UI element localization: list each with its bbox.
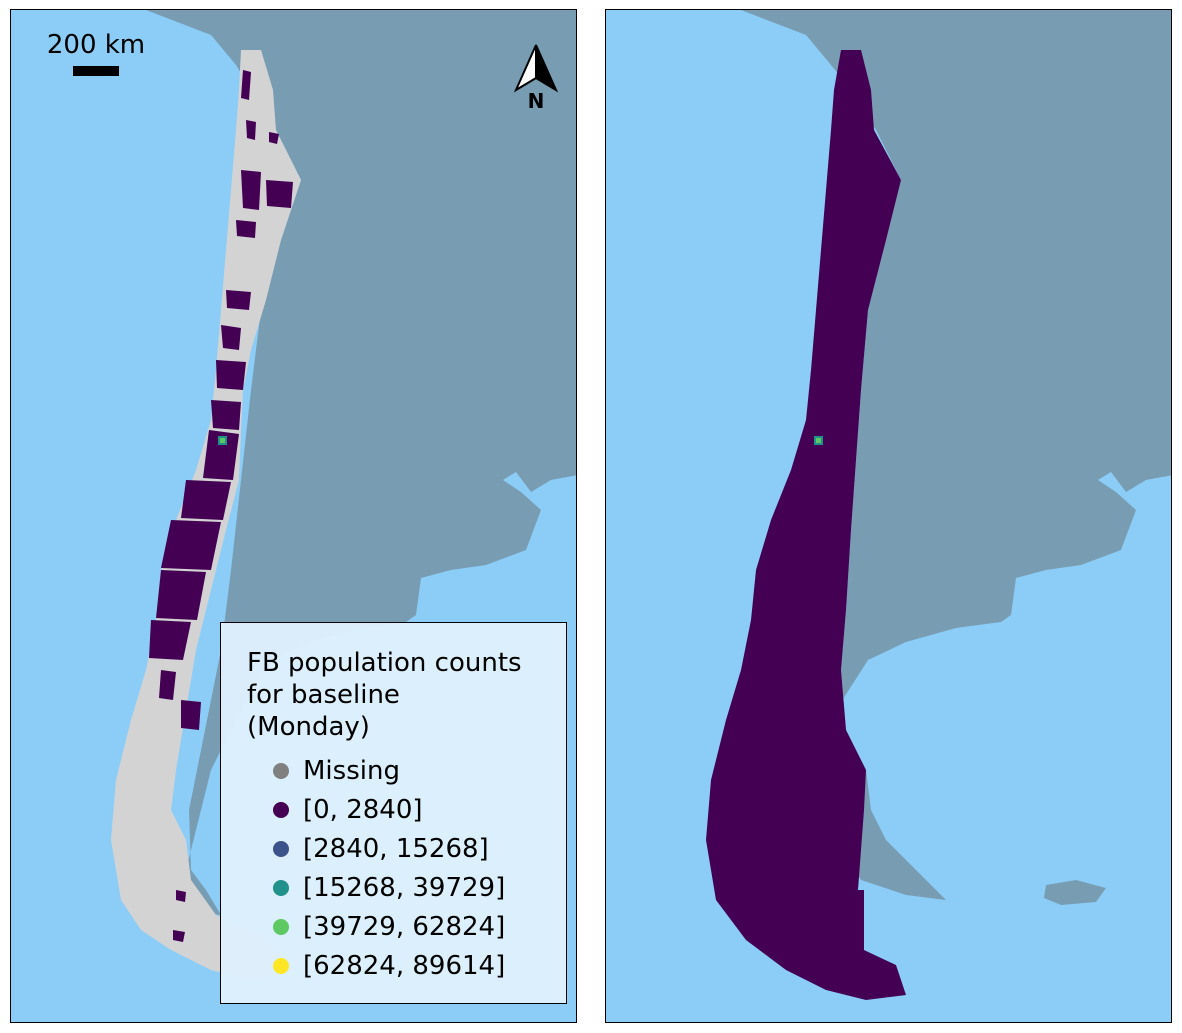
right-map (606, 10, 1171, 1022)
left-map-panel: 200 km N FB population counts for baseli… (10, 9, 577, 1023)
chile-data-area (706, 50, 906, 1000)
legend-item: [39729, 62824] (247, 907, 556, 946)
santiago-core-marker (220, 438, 225, 443)
right-map-panel (605, 9, 1172, 1023)
legend-title: FB population counts for baseline (Monda… (247, 648, 522, 742)
legend-label: Missing (303, 755, 400, 786)
legend-dot-class-4 (273, 957, 289, 974)
legend-item: [15268, 39729] (247, 868, 556, 907)
land-mass (741, 10, 1171, 900)
legend-label: [39729, 62824] (303, 911, 506, 942)
legend-label: [15268, 39729] (303, 872, 506, 903)
legend-dot-class-3 (273, 918, 289, 935)
legend: FB population counts for baseline (Monda… (220, 622, 567, 1004)
scale-bar: 200 km (41, 30, 151, 76)
scale-bar-label: 200 km (46, 30, 146, 60)
legend-label: [62824, 89614] (303, 950, 506, 981)
legend-item: [0, 2840] (247, 790, 556, 829)
legend-dot-missing (273, 762, 289, 779)
legend-dot-class-1 (273, 840, 289, 857)
legend-dot-class-0 (273, 801, 289, 818)
santiago-core-marker (816, 438, 821, 443)
north-arrow-icon: N (511, 40, 561, 120)
legend-label: [0, 2840] (303, 794, 423, 825)
scale-bar-line (73, 66, 119, 76)
legend-dot-class-2 (273, 879, 289, 896)
chile-data-patches (149, 70, 293, 942)
legend-item: [62824, 89614] (247, 946, 556, 985)
legend-item: Missing (247, 751, 556, 790)
legend-item: [2840, 15268] (247, 829, 556, 868)
north-label: N (528, 89, 545, 113)
legend-label: [2840, 15268] (303, 833, 489, 864)
falkland-islands (1044, 880, 1106, 905)
